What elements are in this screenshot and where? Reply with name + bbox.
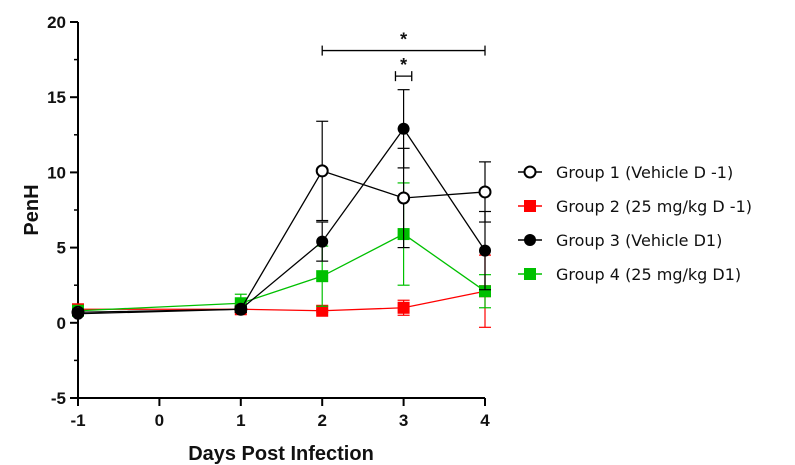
- data-point: [478, 185, 492, 199]
- y-tick-label: -5: [51, 389, 66, 408]
- significance-star: *: [400, 30, 407, 50]
- x-tick-label: 0: [155, 411, 164, 430]
- series-group-4-25-mg-kg-d1: [72, 182, 491, 317]
- legend-marker: [524, 234, 536, 246]
- series-layer: [71, 89, 492, 328]
- legend-label: Group 4 (25 mg/kg D1): [556, 265, 741, 284]
- data-point: [234, 303, 247, 316]
- legend-label: Group 2 (25 mg/kg D -1): [556, 197, 752, 216]
- legend-label: Group 1 (Vehicle D -1): [556, 163, 733, 182]
- series-line: [77, 233, 486, 312]
- legend-item-group-2-25-mg-kg-d-1: Group 2 (25 mg/kg D -1): [518, 197, 752, 216]
- y-tick-label: 15: [47, 88, 66, 107]
- x-tick-label: -1: [70, 411, 85, 430]
- data-point: [397, 301, 410, 314]
- legend-label: Group 3 (Vehicle D1): [556, 231, 722, 250]
- y-axis-title: PenH: [21, 184, 43, 235]
- annotation-layer: **: [321, 30, 486, 82]
- legend: Group 1 (Vehicle D -1) Group 2 (25 mg/kg …: [518, 163, 752, 284]
- y-tick-label: 0: [57, 314, 66, 333]
- significance-star: *: [400, 55, 407, 75]
- data-point: [479, 244, 491, 257]
- data-point: [316, 270, 329, 283]
- x-tick-label: 3: [399, 411, 408, 430]
- x-tick-label: 2: [317, 411, 326, 430]
- legend-marker: [524, 268, 536, 280]
- series-group-2-25-mg-kg-d-1: [72, 254, 491, 328]
- data-point: [315, 164, 329, 178]
- series-group-3-vehicle-d1: [72, 89, 491, 320]
- legend-marker: [524, 200, 536, 212]
- x-axis-title: Days Post Infection: [188, 443, 374, 465]
- y-tick-label: 20: [47, 13, 66, 32]
- legend-item-group-1-vehicle-d-1: Group 1 (Vehicle D -1): [518, 163, 733, 182]
- legend-item-group-3-vehicle-d1: Group 3 (Vehicle D1): [518, 231, 722, 250]
- data-point: [316, 235, 329, 248]
- axes: -5 0 5 10 15 20 -1 0 1 2 3 4: [47, 13, 490, 430]
- data-point: [316, 304, 329, 317]
- data-point: [397, 191, 411, 205]
- x-tick-label: 4: [480, 411, 490, 430]
- x-tick-label: 1: [236, 411, 245, 430]
- data-point: [479, 285, 491, 298]
- series-line: [77, 170, 486, 313]
- legend-marker: [523, 165, 537, 179]
- series-group-1-vehicle-d-1: [71, 120, 492, 319]
- series-line: [77, 127, 486, 315]
- y-tick-label: 10: [47, 163, 66, 182]
- data-point: [397, 122, 410, 135]
- legend-item-group-4-25-mg-kg-d1: Group 4 (25 mg/kg D1): [518, 265, 741, 284]
- y-tick-label: 5: [57, 239, 66, 258]
- data-point: [72, 307, 84, 320]
